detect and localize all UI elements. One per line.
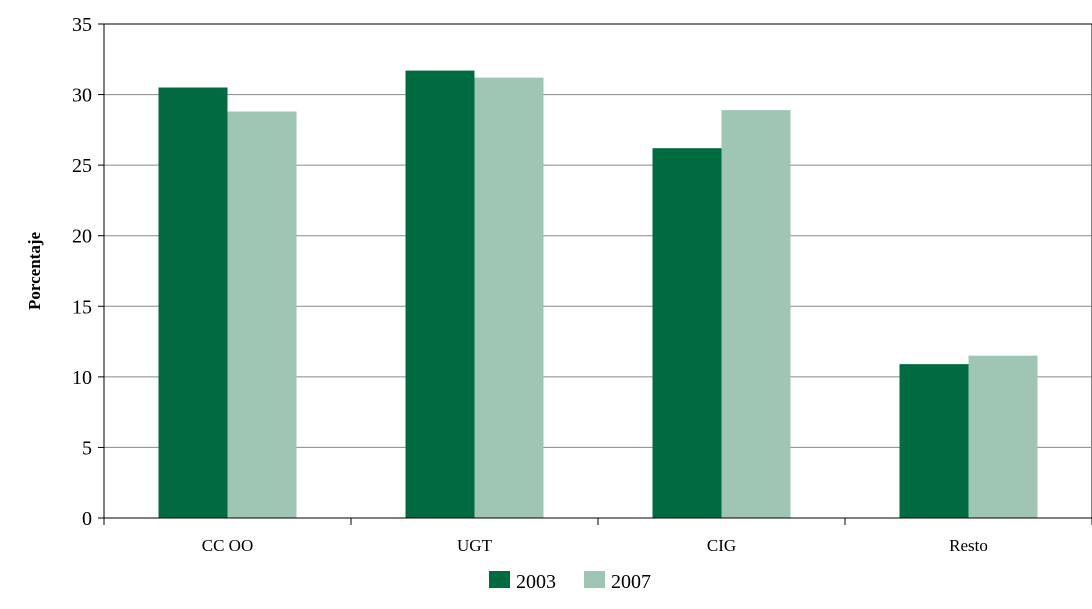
legend-label-2007: 2007: [611, 571, 651, 593]
bar-2003-Resto: [899, 364, 969, 518]
legend: 2003 2007: [489, 571, 651, 593]
bar-2003-CC-OO: [158, 87, 228, 518]
bar-2003-UGT: [405, 70, 475, 518]
legend-label-2003: 2003: [516, 571, 556, 593]
bar-2003-CIG: [652, 148, 722, 518]
x-tick-label: CC OO: [202, 536, 253, 555]
bar-2007-UGT: [474, 77, 544, 519]
bar-2007-CC-OO: [227, 111, 297, 518]
x-tick-label: UGT: [457, 536, 493, 555]
x-tick-label: CIG: [707, 536, 736, 555]
legend-swatch-2007: [584, 571, 605, 588]
y-tick-label: 10: [72, 367, 92, 389]
y-tick-label: 30: [72, 85, 92, 107]
y-axis: 0 5 10 15 20 25 30 35: [72, 14, 105, 530]
x-tick-label: Resto: [949, 536, 988, 555]
bars: [158, 70, 1038, 519]
bar-2007-Resto: [968, 355, 1038, 518]
y-axis-title: Porcentaje: [25, 232, 44, 310]
y-tick-label: 20: [72, 226, 92, 248]
y-tick-label: 25: [72, 155, 92, 177]
y-tick-label: 5: [82, 437, 92, 459]
y-tick-label: 0: [82, 508, 92, 530]
y-tick-label: 35: [72, 14, 92, 36]
x-axis: CC OO UGT CIG Resto: [103, 517, 1092, 555]
y-tick-label: 15: [72, 296, 92, 318]
bar-2007-CIG: [721, 110, 791, 519]
legend-swatch-2003: [489, 571, 510, 588]
